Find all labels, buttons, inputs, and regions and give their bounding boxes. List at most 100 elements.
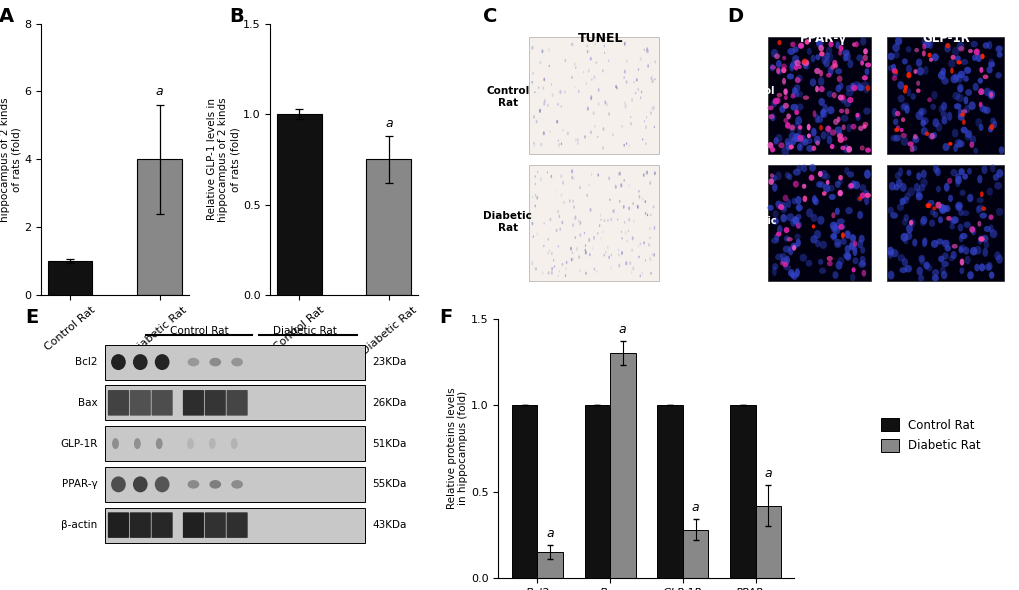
Ellipse shape xyxy=(632,266,634,270)
Ellipse shape xyxy=(964,130,971,138)
Ellipse shape xyxy=(943,205,950,212)
Ellipse shape xyxy=(829,129,836,136)
Ellipse shape xyxy=(911,145,916,152)
Ellipse shape xyxy=(898,168,902,176)
Ellipse shape xyxy=(946,178,952,184)
Ellipse shape xyxy=(650,272,651,275)
Ellipse shape xyxy=(608,198,609,201)
Ellipse shape xyxy=(920,216,926,224)
Ellipse shape xyxy=(902,88,906,94)
Ellipse shape xyxy=(538,109,540,113)
Ellipse shape xyxy=(948,142,952,146)
Ellipse shape xyxy=(795,214,801,220)
Ellipse shape xyxy=(649,62,650,64)
Ellipse shape xyxy=(774,201,782,206)
Ellipse shape xyxy=(230,438,237,449)
Ellipse shape xyxy=(890,212,897,219)
Ellipse shape xyxy=(597,232,598,234)
Ellipse shape xyxy=(794,133,800,142)
Ellipse shape xyxy=(784,138,790,146)
Ellipse shape xyxy=(899,128,903,132)
Ellipse shape xyxy=(564,90,566,93)
Ellipse shape xyxy=(966,168,971,175)
Ellipse shape xyxy=(913,48,918,53)
Ellipse shape xyxy=(801,183,806,189)
Ellipse shape xyxy=(621,251,623,255)
Ellipse shape xyxy=(963,67,970,74)
Ellipse shape xyxy=(584,135,585,139)
Ellipse shape xyxy=(897,95,904,103)
Ellipse shape xyxy=(790,61,796,69)
Ellipse shape xyxy=(771,217,779,225)
Ellipse shape xyxy=(840,146,845,150)
Ellipse shape xyxy=(784,172,790,179)
Ellipse shape xyxy=(962,76,968,82)
Ellipse shape xyxy=(989,164,995,172)
Ellipse shape xyxy=(835,261,842,270)
Ellipse shape xyxy=(941,116,947,124)
Ellipse shape xyxy=(597,173,598,177)
Ellipse shape xyxy=(905,224,912,233)
Ellipse shape xyxy=(557,139,558,142)
Ellipse shape xyxy=(769,146,774,152)
Ellipse shape xyxy=(976,205,983,212)
Ellipse shape xyxy=(561,263,562,266)
Ellipse shape xyxy=(625,261,627,266)
Bar xyxy=(584,405,609,578)
Ellipse shape xyxy=(864,68,868,75)
Ellipse shape xyxy=(969,41,977,47)
Ellipse shape xyxy=(940,266,945,274)
Ellipse shape xyxy=(804,39,809,45)
Ellipse shape xyxy=(830,232,836,241)
Ellipse shape xyxy=(957,108,962,117)
Ellipse shape xyxy=(840,97,846,103)
Ellipse shape xyxy=(547,252,548,255)
Text: 23KDa: 23KDa xyxy=(372,357,407,367)
Ellipse shape xyxy=(837,190,842,196)
Ellipse shape xyxy=(856,240,862,248)
Ellipse shape xyxy=(910,93,915,100)
Ellipse shape xyxy=(915,111,922,120)
Ellipse shape xyxy=(851,267,855,273)
Ellipse shape xyxy=(543,245,544,247)
Ellipse shape xyxy=(922,261,928,269)
Ellipse shape xyxy=(944,44,950,53)
Ellipse shape xyxy=(645,171,646,174)
Ellipse shape xyxy=(981,248,987,257)
Ellipse shape xyxy=(813,136,820,145)
Ellipse shape xyxy=(624,42,625,45)
Ellipse shape xyxy=(599,214,600,217)
Ellipse shape xyxy=(941,261,948,267)
Ellipse shape xyxy=(558,215,559,218)
Ellipse shape xyxy=(555,229,557,232)
Ellipse shape xyxy=(543,99,545,103)
Ellipse shape xyxy=(822,58,829,67)
Ellipse shape xyxy=(111,476,125,492)
Ellipse shape xyxy=(572,251,573,254)
Ellipse shape xyxy=(920,127,927,135)
Ellipse shape xyxy=(847,60,853,68)
Ellipse shape xyxy=(926,203,930,208)
Ellipse shape xyxy=(628,218,630,222)
Ellipse shape xyxy=(956,84,963,93)
Ellipse shape xyxy=(826,261,832,266)
Ellipse shape xyxy=(817,45,823,51)
Ellipse shape xyxy=(825,73,830,78)
FancyBboxPatch shape xyxy=(205,390,225,415)
Ellipse shape xyxy=(790,104,798,111)
Ellipse shape xyxy=(534,182,535,185)
Ellipse shape xyxy=(540,178,541,181)
Ellipse shape xyxy=(783,95,787,100)
Bar xyxy=(137,159,181,295)
Ellipse shape xyxy=(787,173,792,180)
Ellipse shape xyxy=(769,113,774,122)
Ellipse shape xyxy=(585,271,586,275)
Ellipse shape xyxy=(948,59,955,68)
Ellipse shape xyxy=(846,124,851,132)
Ellipse shape xyxy=(776,40,781,45)
Ellipse shape xyxy=(862,48,867,54)
Ellipse shape xyxy=(785,142,793,150)
Ellipse shape xyxy=(887,247,893,255)
Ellipse shape xyxy=(801,60,807,65)
Ellipse shape xyxy=(790,93,795,99)
